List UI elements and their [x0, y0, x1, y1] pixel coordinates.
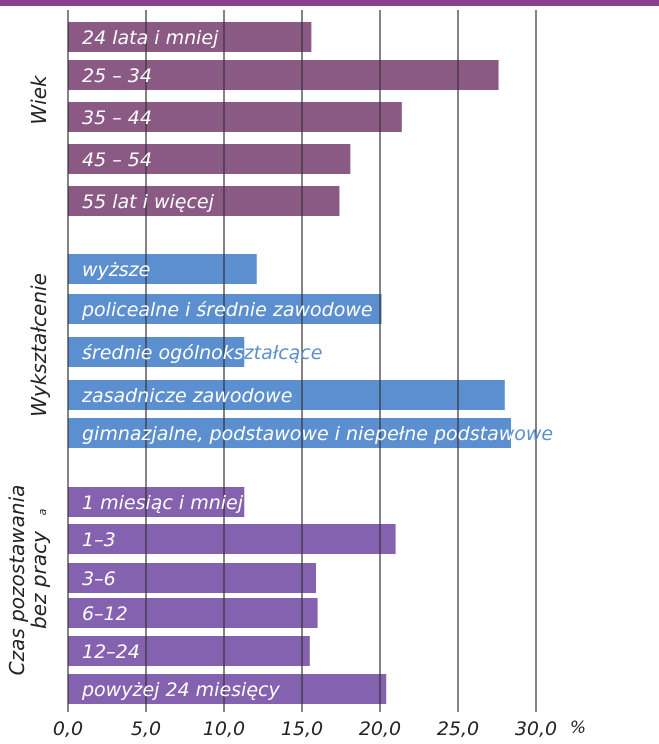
bar — [68, 636, 310, 666]
bar-label-inside: 35 – 44 — [82, 107, 152, 129]
bar-label: wyższe — [82, 259, 150, 281]
x-unit-label: % — [570, 718, 586, 738]
group-label: Wiek — [27, 74, 51, 125]
bar-label: powyżej 24 miesięcy — [81, 679, 280, 701]
bar — [68, 22, 312, 52]
bar-label-inside: 24 lata i mniej — [82, 27, 219, 49]
bar — [68, 102, 402, 132]
bar-label-inside: średnie ogólnokształcące — [82, 342, 322, 364]
x-tick-label: 20,0 — [359, 718, 401, 740]
bar-label: 55 lat i więcej — [82, 191, 215, 213]
bar-label: 3–6 — [82, 568, 116, 590]
bar-label: 24 lata i mniej — [82, 27, 219, 49]
bar-label-inside: 3–6 — [82, 568, 116, 590]
group-label: Wykształcenie — [27, 273, 51, 417]
bar — [68, 337, 245, 367]
group-label: Czas pozostawania — [5, 485, 29, 676]
bar-label-inside: wyższe — [82, 259, 150, 281]
bar-label: zasadnicze zawodowe — [81, 385, 292, 407]
x-tick-label: 30,0 — [515, 718, 557, 740]
bar-label-inside: 1–3 — [82, 529, 116, 551]
bar-label-inside: 25 – 34 — [82, 65, 152, 87]
bar — [68, 254, 257, 284]
bar — [68, 380, 505, 410]
x-tick-label: 5,0 — [131, 718, 161, 740]
bar-label-inside: 12–24 — [82, 641, 140, 663]
bar — [68, 418, 512, 448]
top-decorative-band — [0, 0, 659, 6]
x-tick-label: 0,0 — [53, 718, 83, 740]
bar-label-inside: gimnazjalne, podstawowe i niepełne podst… — [82, 423, 553, 445]
bar-label: 1 miesiąc i mniej — [82, 492, 244, 514]
bar-label-inside: 55 lat i więcej — [82, 191, 215, 213]
group-label: bez pracy — [27, 530, 51, 629]
group-label-superscript: a — [36, 508, 49, 515]
bar — [68, 563, 317, 593]
bar — [68, 674, 387, 704]
x-tick-label: 10,0 — [203, 718, 245, 740]
bar — [68, 294, 382, 324]
bar-label: 45 – 54 — [82, 149, 152, 171]
bar-label: 6–12 — [82, 603, 128, 625]
bar-label: 12–24 — [82, 641, 140, 663]
bar-label: 1–3 — [82, 529, 116, 551]
bar-label: gimnazjalne, podstawowe i niepełne podst… — [82, 423, 553, 445]
x-tick-label: 15,0 — [281, 718, 323, 740]
bar-label-inside: 45 – 54 — [82, 149, 152, 171]
bar-label: średnie ogólnokształcące — [82, 342, 322, 364]
bar-label-inside: policealne i średnie zawodowe — [81, 299, 373, 321]
bar — [68, 144, 351, 174]
bar — [68, 186, 340, 216]
bar-label-inside: zasadnicze zawodowe — [81, 385, 292, 407]
bar — [68, 487, 245, 517]
bar-label: 25 – 34 — [82, 65, 152, 87]
bar — [68, 598, 318, 628]
bar-label: policealne i średnie zawodowe — [81, 299, 373, 321]
bar — [68, 60, 499, 90]
bar-label-inside: powyżej 24 miesięcy — [81, 679, 280, 701]
bar-label-inside: 6–12 — [82, 603, 128, 625]
bar-label: 35 – 44 — [82, 107, 152, 129]
bar-label-inside: 1 miesiąc i mniej — [82, 492, 244, 514]
bar — [68, 524, 396, 554]
x-tick-label: 25,0 — [437, 718, 479, 740]
